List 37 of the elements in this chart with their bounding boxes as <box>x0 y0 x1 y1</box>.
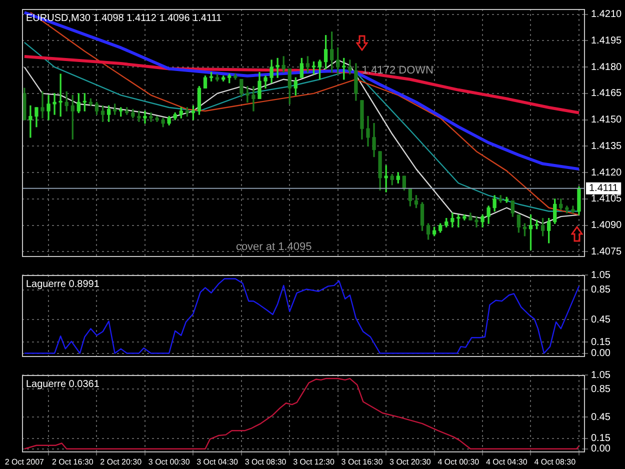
y-tick-label: 1.4195 <box>591 35 622 46</box>
x-tick-label: 3 Oct 20:30 <box>390 457 432 466</box>
y-tick-label: 1.4120 <box>591 167 622 178</box>
annotation: cover at 1.4095 <box>236 241 312 254</box>
y-tick-label: 0.00 <box>591 444 611 455</box>
y-tick-label: 1.4090 <box>591 220 622 232</box>
y-tick-label: 0.15 <box>591 433 611 444</box>
x-tick-label: 2 Oct 2007 <box>4 457 45 466</box>
ref-line-label: 1.4111 <box>589 183 619 194</box>
y-tick-label: 0.00 <box>591 348 611 360</box>
y-tick-label: 0.15 <box>591 336 611 348</box>
y-tick-label: 0.85 <box>591 384 611 395</box>
x-tick-label: 3 Oct 04:30 <box>196 457 239 466</box>
y-tick-label: 0.45 <box>591 314 611 326</box>
chart-title: Laguerre 0.8991 <box>26 278 100 290</box>
x-tick-label: 3 Oct 16:30 <box>341 457 384 466</box>
y-tick-label: 0.45 <box>591 412 611 423</box>
x-tick-label: 4 Oct 08:30 <box>534 457 576 466</box>
y-tick-label: 1.4210 <box>591 9 622 20</box>
chart-title: Laguerre 0.0361 <box>26 378 100 390</box>
y-tick-label: 1.4075 <box>591 246 622 258</box>
x-tick-label: 4 Oct 00:30 <box>438 457 480 466</box>
x-tick-label: 3 Oct 12:30 <box>293 457 335 466</box>
x-tick-label: 2 Oct 16:30 <box>52 457 94 466</box>
y-tick-label: 1.05 <box>591 270 611 281</box>
x-tick-label: 3 Oct 08:30 <box>244 457 287 466</box>
y-tick-label: 1.4105 <box>591 194 622 205</box>
y-tick-label: 1.4180 <box>591 62 622 73</box>
y-tick-label: 0.85 <box>591 284 611 296</box>
x-tick-label: 3 Oct 00:30 <box>148 457 190 466</box>
y-tick-label: 1.4150 <box>591 114 622 126</box>
annotation: 1.4172 DOWN <box>362 64 434 77</box>
x-tick-label: 4 Oct 04:30 <box>486 457 528 466</box>
x-tick-label: 2 Oct 20:30 <box>100 457 142 466</box>
y-tick-label: 1.4135 <box>591 140 622 152</box>
y-tick-label: 1.4165 <box>591 88 622 100</box>
y-tick-label: 1.05 <box>591 370 611 381</box>
